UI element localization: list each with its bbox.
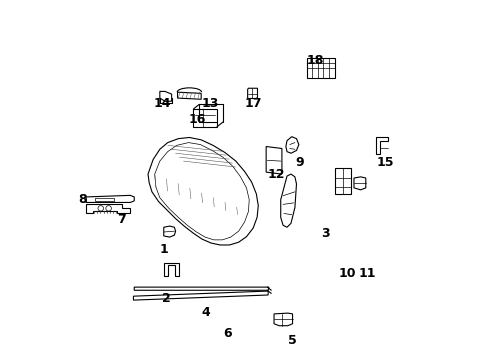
Text: 12: 12 <box>267 168 284 181</box>
Text: 10: 10 <box>338 267 356 280</box>
Text: 3: 3 <box>321 227 329 240</box>
Text: 4: 4 <box>201 306 209 319</box>
Text: 9: 9 <box>294 156 303 169</box>
Text: 2: 2 <box>162 292 170 305</box>
Text: 7: 7 <box>117 213 125 226</box>
Text: 6: 6 <box>223 327 231 339</box>
Text: 13: 13 <box>201 97 218 110</box>
Text: 18: 18 <box>306 54 324 67</box>
Text: 16: 16 <box>188 113 205 126</box>
Text: 14: 14 <box>154 97 171 110</box>
Text: 5: 5 <box>287 334 296 347</box>
Text: 1: 1 <box>160 243 168 256</box>
Text: 11: 11 <box>358 267 375 280</box>
Text: 17: 17 <box>244 97 262 110</box>
Text: 15: 15 <box>376 156 393 169</box>
Text: 8: 8 <box>78 193 87 206</box>
